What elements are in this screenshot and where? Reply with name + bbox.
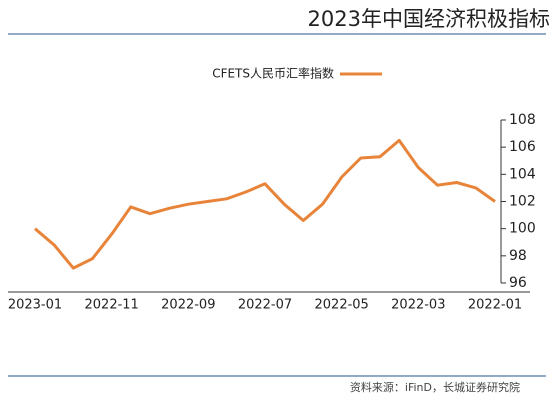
y-tick-label: 98 bbox=[509, 248, 527, 264]
y-tick-label: 100 bbox=[509, 221, 536, 237]
x-tick-label: 2022-03 bbox=[391, 298, 445, 313]
y-tick-label: 102 bbox=[509, 194, 536, 210]
x-tick-label: 2023-01 bbox=[8, 298, 62, 313]
overlay-title: 2023年中国经济积极指标 bbox=[308, 7, 550, 31]
source-note: 资料来源：iFinD，长城证券研究院 bbox=[350, 380, 520, 394]
x-tick-label: 2022-05 bbox=[315, 298, 369, 313]
x-tick-label: 2022-01 bbox=[468, 298, 522, 313]
x-tick-label: 2022-07 bbox=[238, 298, 292, 313]
y-tick-label: 104 bbox=[509, 166, 536, 182]
y-tick-label: 96 bbox=[509, 275, 527, 291]
x-tick-label: 2022-11 bbox=[85, 298, 139, 313]
y-tick-label: 108 bbox=[509, 112, 536, 128]
y-tick-label: 106 bbox=[509, 139, 536, 155]
series-line bbox=[34, 138, 496, 270]
legend-label: CFETS人民币汇率指数 bbox=[212, 66, 334, 81]
x-tick-label: 2022-09 bbox=[161, 298, 215, 313]
